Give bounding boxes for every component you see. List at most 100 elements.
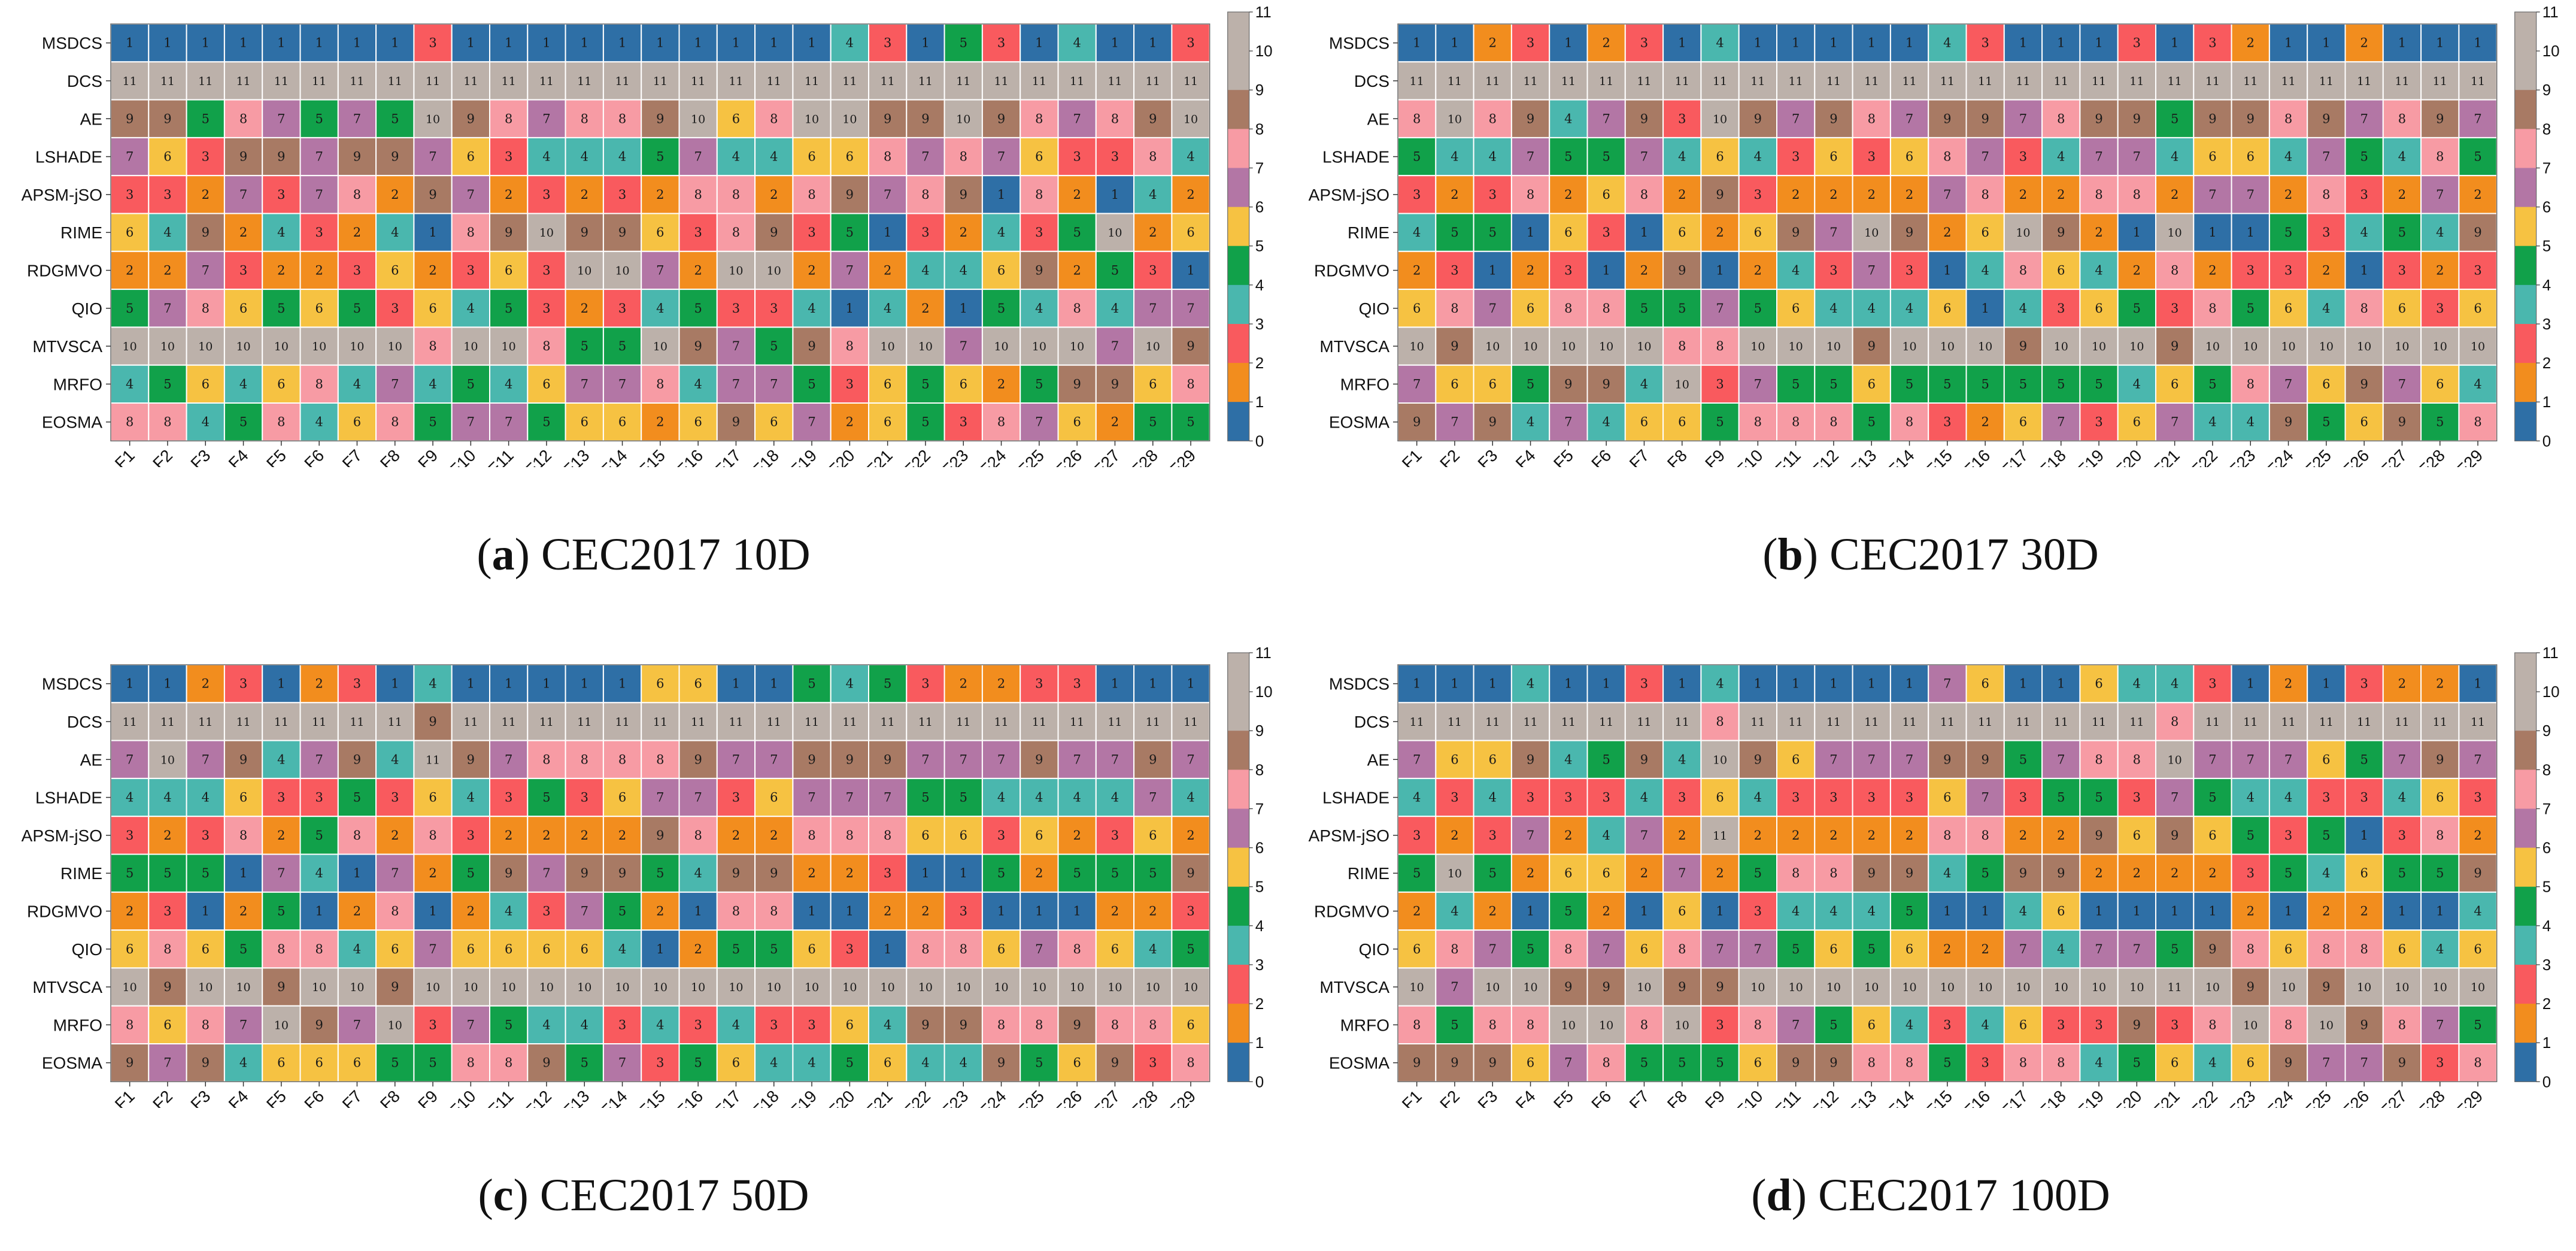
- cell-value-label: 5: [1640, 1056, 1648, 1070]
- heatmap-cell: [110, 326, 150, 366]
- cell-value-label: 4: [1527, 677, 1534, 691]
- cell-value-label: 3: [770, 1017, 778, 1032]
- heatmap-cell: [1965, 364, 2005, 404]
- heatmap-cell: [981, 740, 1021, 779]
- cell-value-label: 3: [2208, 677, 2216, 691]
- cell-value-label: 3: [542, 301, 550, 316]
- colorbar-tick-label: 1: [1255, 1034, 1264, 1052]
- cell-value-label: 6: [1413, 301, 1421, 316]
- cell-value-label: 4: [2247, 415, 2255, 429]
- cell-value-label: 5: [163, 866, 171, 880]
- cell-value-label: 3: [429, 1017, 436, 1032]
- cell-value-label: 6: [656, 677, 664, 691]
- cell-value-label: 3: [429, 36, 436, 50]
- heatmap-cell: [2003, 1043, 2043, 1083]
- cell-value-label: 3: [2360, 187, 2368, 202]
- heatmap-cell: [2420, 929, 2460, 969]
- heatmap-cell: [2193, 777, 2232, 817]
- cell-value-label: 3: [2474, 790, 2481, 805]
- heatmap-cell: [2231, 1005, 2270, 1045]
- colorbar-tick-label: 2: [1255, 995, 1264, 1013]
- cell-value-label: 7: [1906, 752, 1913, 767]
- cell-value-label: 5: [2360, 752, 2368, 767]
- cell-value-label: 5: [277, 904, 285, 918]
- cell-value-label: 1: [2057, 677, 2065, 691]
- cell-value-label: 9: [2322, 980, 2330, 994]
- heatmap-cell: [2041, 289, 2081, 328]
- cell-value-label: 2: [2247, 36, 2255, 50]
- cell-value-label: 2: [126, 263, 133, 277]
- cell-value-label: 11: [1410, 716, 1424, 729]
- cell-value-label: 11: [350, 716, 364, 729]
- heatmap-cell: [906, 853, 945, 893]
- heatmap-cell: [186, 402, 225, 442]
- cell-value-label: 1: [2247, 677, 2255, 691]
- cell-value-label: 1: [1149, 677, 1157, 691]
- cell-value-label: 11: [123, 716, 137, 729]
- cell-value-label: 4: [1792, 904, 1800, 918]
- heatmap-cell: [2155, 402, 2195, 442]
- heatmap-cell: [1928, 929, 1967, 969]
- cell-value-label: 3: [846, 942, 854, 956]
- heatmap-cell: [754, 99, 794, 138]
- cell-value-label: 11: [502, 75, 516, 88]
- cell-value-label: 9: [997, 111, 1005, 126]
- cell-value-label: 11: [1978, 75, 1992, 88]
- heatmap-cell: [678, 702, 718, 741]
- colorbar-segment: [2514, 1043, 2536, 1082]
- cell-value-label: 5: [770, 942, 778, 956]
- cell-value-label: 3: [1792, 790, 1800, 805]
- cell-value-label: 3: [656, 1056, 664, 1070]
- heatmap-cell: [565, 23, 604, 63]
- cell-value-label: 3: [2095, 415, 2102, 429]
- cell-value-label: 10: [2016, 226, 2030, 240]
- cell-value-label: 9: [239, 752, 247, 767]
- heatmap-cell: [602, 326, 642, 366]
- cell-value-label: 7: [581, 904, 588, 918]
- cell-value-label: 11: [1410, 75, 1424, 88]
- heatmap-cell: [2117, 740, 2156, 779]
- cell-value-label: 8: [202, 301, 210, 316]
- cell-value-label: 6: [353, 1056, 361, 1070]
- cell-value-label: 6: [2247, 1056, 2255, 1070]
- cell-value-label: 9: [1868, 339, 1876, 353]
- cell-value-label: 2: [921, 904, 929, 918]
- heatmap-cell: [2079, 250, 2119, 290]
- cell-value-label: 2: [1489, 36, 1497, 50]
- panel-caption-a: (a) CEC2017 10D: [477, 529, 811, 580]
- cell-value-label: 9: [656, 828, 664, 843]
- cell-value-label: 8: [1451, 942, 1458, 956]
- cell-value-label: 8: [163, 415, 171, 429]
- cell-value-label: 4: [126, 790, 133, 805]
- cell-value-label: 9: [2398, 1056, 2406, 1070]
- cell-value-label: 9: [581, 866, 588, 880]
- cell-value-label: 4: [846, 677, 854, 691]
- cell-value-label: 2: [1906, 828, 1913, 843]
- cell-value-label: 2: [1564, 187, 1572, 202]
- cell-value-label: 1: [353, 36, 361, 50]
- cell-value-label: 7: [2171, 415, 2178, 429]
- cell-value-label: 2: [505, 828, 512, 843]
- heatmap-cell: [2268, 1005, 2308, 1045]
- cell-value-label: 8: [2436, 150, 2444, 164]
- cell-value-label: 5: [1413, 866, 1421, 880]
- cell-value-label: 11: [956, 75, 970, 88]
- heatmap-cell: [186, 891, 225, 931]
- heatmap-cell: [754, 1005, 794, 1045]
- heatmap-cell: [1095, 175, 1135, 214]
- cell-value-label: 5: [2398, 866, 2406, 880]
- cell-value-label: 4: [618, 150, 626, 164]
- cell-value-label: 1: [1564, 677, 1572, 691]
- cell-value-label: 8: [770, 111, 778, 126]
- heatmap-cell: [716, 929, 756, 969]
- cell-value-label: 7: [1111, 752, 1119, 767]
- cell-value-label: 8: [808, 187, 815, 202]
- row-label: RDGMVO: [1314, 902, 1389, 920]
- heatmap-cell: [906, 702, 945, 741]
- cell-value-label: 5: [1868, 942, 1876, 956]
- heatmap-cell: [337, 1005, 377, 1045]
- cell-value-label: 6: [997, 263, 1005, 277]
- cell-value-label: 4: [1073, 36, 1081, 50]
- cell-value-label: 6: [2474, 301, 2481, 316]
- cell-value-label: 11: [577, 716, 591, 729]
